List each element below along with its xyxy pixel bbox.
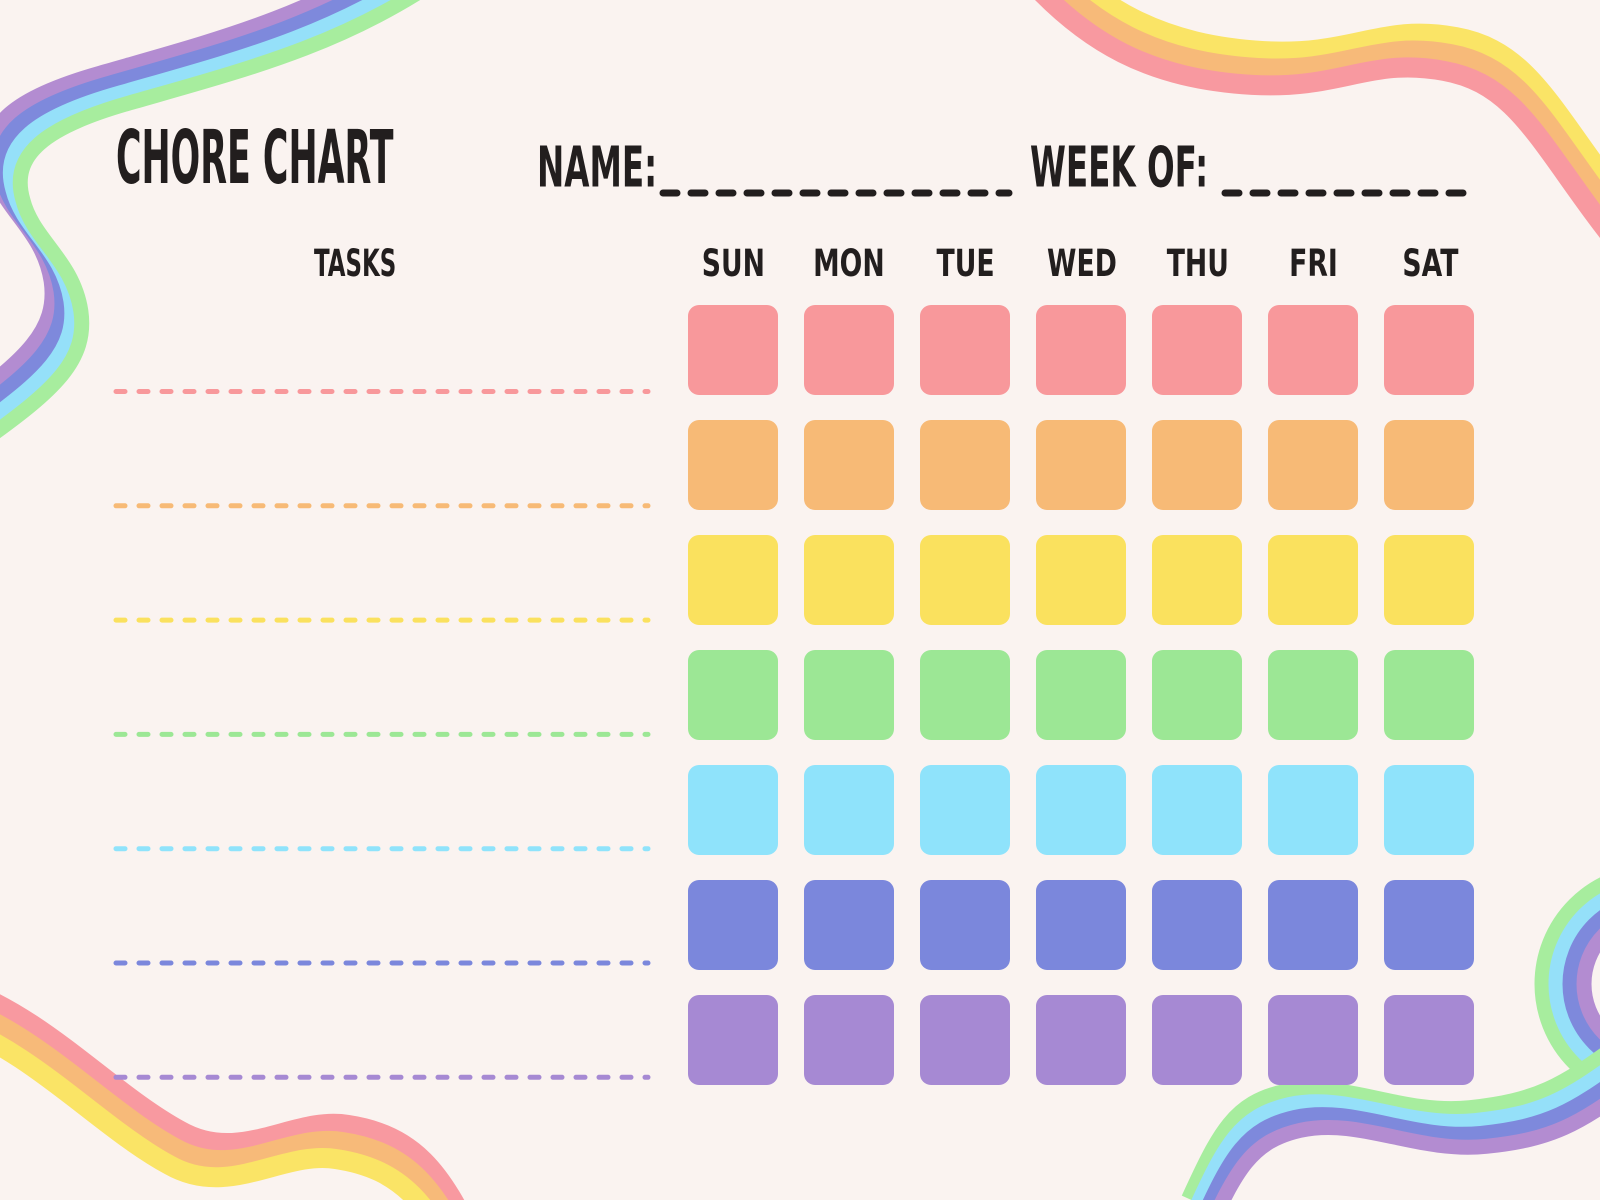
day-header-label: TUE — [936, 241, 995, 286]
task-lines-group — [113, 389, 651, 1080]
ribbon-band-periwinkle — [1202, 1081, 1600, 1200]
chore-grid — [688, 305, 1474, 1085]
rainbow-ribbon-top-right — [1034, 0, 1600, 238]
chore-cell[interactable] — [1384, 880, 1474, 970]
tasks-column-header: TASKS — [275, 244, 435, 282]
chore-cell[interactable] — [1036, 535, 1126, 625]
ribbon-band-green — [1181, 1048, 1600, 1200]
chore-cell[interactable] — [688, 305, 778, 395]
day-header-label: MON — [813, 241, 885, 286]
chore-cell[interactable] — [804, 995, 894, 1085]
chore-cell[interactable] — [920, 420, 1010, 510]
ribbon-band-periwinkle — [1562, 910, 1600, 1058]
day-header-thu: THU — [1140, 244, 1256, 282]
chore-cell[interactable] — [804, 650, 894, 740]
chore-cell[interactable] — [1152, 765, 1242, 855]
chore-cell[interactable] — [1268, 420, 1358, 510]
chore-cell[interactable] — [804, 535, 894, 625]
day-header-fri: FRI — [1256, 244, 1372, 282]
chore-cell[interactable] — [1268, 535, 1358, 625]
chore-cell[interactable] — [1268, 880, 1358, 970]
day-header-label: SAT — [1402, 241, 1459, 286]
day-header-mon: MON — [791, 244, 907, 282]
chore-cell[interactable] — [920, 995, 1010, 1085]
chore-cell[interactable] — [920, 880, 1010, 970]
day-header-label: FRI — [1289, 241, 1339, 286]
chore-cell[interactable] — [1268, 650, 1358, 740]
chore-cell[interactable] — [688, 650, 778, 740]
chore-cell[interactable] — [1384, 650, 1474, 740]
chore-cell[interactable] — [1268, 995, 1358, 1085]
chore-cell[interactable] — [688, 995, 778, 1085]
name-label: NAME: — [537, 135, 658, 201]
rainbow-ribbon-top-left — [0, 0, 421, 439]
day-header-tue: TUE — [907, 244, 1023, 282]
rainbow-ribbon-bottom-right-loop — [1534, 877, 1600, 1091]
ribbon-band-purple — [1576, 928, 1600, 1040]
ribbon-band-yellow — [1085, 0, 1600, 189]
chore-cell[interactable] — [804, 880, 894, 970]
chore-cell[interactable] — [804, 420, 894, 510]
ribbon-band-purple — [0, 0, 337, 386]
chore-cell[interactable] — [1152, 880, 1242, 970]
chore-cell[interactable] — [1152, 305, 1242, 395]
chore-cell[interactable] — [1384, 535, 1474, 625]
day-header-sun: SUN — [675, 244, 791, 282]
rainbow-ribbon-bottom-left — [0, 994, 465, 1200]
chore-cell[interactable] — [920, 765, 1010, 855]
chore-cell[interactable] — [1152, 420, 1242, 510]
chore-cell[interactable] — [1384, 305, 1474, 395]
chore-cell[interactable] — [1152, 535, 1242, 625]
ribbon-band-salmon — [1034, 0, 1600, 238]
week-of-label: WEEK OF: — [1030, 135, 1209, 201]
chore-cell[interactable] — [688, 880, 778, 970]
chore-cell[interactable] — [1384, 765, 1474, 855]
ribbon-band-cyan — [1191, 1065, 1600, 1200]
chore-cell[interactable] — [1152, 995, 1242, 1085]
ribbon-band-orange — [1058, 0, 1600, 214]
chore-cell[interactable] — [920, 535, 1010, 625]
rainbow-ribbon-bottom-right-tail — [1181, 1048, 1600, 1200]
ribbon-band-cyan — [1548, 893, 1600, 1075]
page-title: CHORE CHART — [116, 114, 394, 202]
ribbon-band-yellow — [0, 1034, 431, 1200]
ribbon-band-green — [0, 0, 421, 439]
chore-cell[interactable] — [1384, 995, 1474, 1085]
chore-cell[interactable] — [804, 765, 894, 855]
ribbon-band-green — [1534, 877, 1600, 1091]
day-header-label: SUN — [701, 241, 765, 286]
ribbon-band-orange — [0, 1014, 449, 1200]
chore-cell[interactable] — [804, 305, 894, 395]
day-header-wed: WED — [1024, 244, 1140, 282]
chore-cell[interactable] — [1036, 880, 1126, 970]
chore-cell[interactable] — [1384, 420, 1474, 510]
ribbon-band-salmon — [0, 994, 465, 1200]
day-header-sat: SAT — [1372, 244, 1488, 282]
chore-cell[interactable] — [1036, 765, 1126, 855]
day-header-label: THU — [1166, 241, 1229, 286]
ribbon-band-periwinkle — [0, 0, 366, 404]
day-header-label: WED — [1046, 241, 1117, 286]
tasks-label: TASKS — [313, 241, 397, 286]
chore-cell[interactable] — [688, 535, 778, 625]
chore-cell[interactable] — [1268, 305, 1358, 395]
chore-cell[interactable] — [1036, 305, 1126, 395]
chore-cell[interactable] — [1268, 765, 1358, 855]
ribbon-band-purple — [1214, 1098, 1600, 1200]
chore-cell[interactable] — [1036, 420, 1126, 510]
chore-cell[interactable] — [920, 305, 1010, 395]
chore-cell[interactable] — [1036, 995, 1126, 1085]
chore-cell[interactable] — [688, 420, 778, 510]
chore-cell[interactable] — [1036, 650, 1126, 740]
ribbon-band-cyan — [0, 0, 394, 421]
chore-cell[interactable] — [920, 650, 1010, 740]
chore-cell[interactable] — [688, 765, 778, 855]
chore-cell[interactable] — [1152, 650, 1242, 740]
